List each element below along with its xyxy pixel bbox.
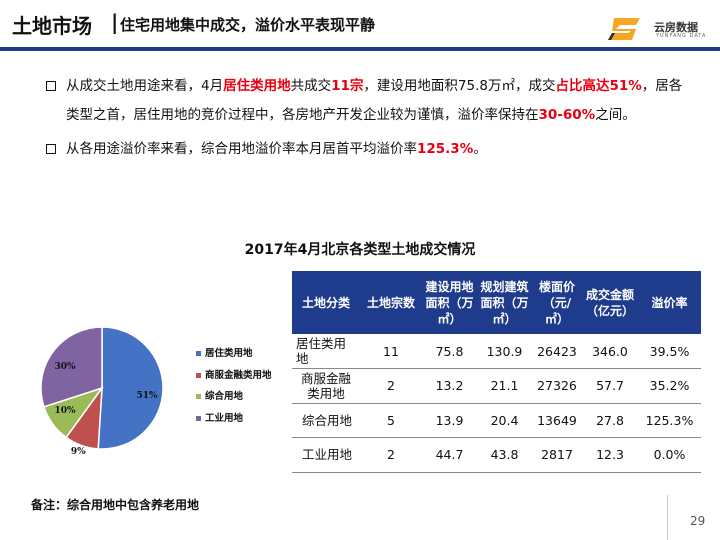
table-cell: 12.3	[582, 437, 638, 473]
table-cell: 13.2	[422, 368, 477, 404]
table-cell: 43.8	[477, 437, 532, 473]
bullet-text: 从成交土地用途来看，4月居住类用地共成交11宗，建设用地面积75.8万㎡，成交占…	[66, 78, 682, 123]
table-cell: 125.3%	[638, 403, 701, 438]
table-row: 商服金融类用地 2 13.2 21.1 27326 57.7 35.2%	[292, 368, 701, 404]
bullet-square-icon	[46, 81, 56, 91]
legend-item: 居住类用地	[196, 349, 272, 371]
bullet-item: 从成交土地用途来看，4月居住类用地共成交11宗，建设用地面积75.8万㎡，成交占…	[46, 72, 686, 130]
logo-name-cn: 云房数据	[654, 21, 698, 34]
highlight-text: 占比高达51%	[555, 78, 642, 94]
col-header-land-area: 建设用地面积（万㎡）	[422, 271, 477, 334]
table-cell-category: 工业用地	[292, 437, 360, 473]
table-cell-category: 商服金融类用地	[292, 368, 360, 404]
table-cell: 0.0%	[638, 437, 701, 473]
col-header-building-area: 规划建筑面积（万㎡）	[477, 271, 532, 334]
table-cell: 57.7	[582, 368, 638, 404]
table-cell: 27.8	[582, 403, 638, 438]
legend-swatch	[196, 351, 201, 356]
table-header-row: 土地分类 土地宗数 建设用地面积（万㎡） 规划建筑面积（万㎡） 楼面价（元/㎡）…	[292, 271, 701, 334]
table-cell: 11	[360, 334, 422, 369]
chart-legend: 居住类用地商服金融类用地 综合用地工业用地	[196, 349, 272, 435]
table-cell: 26423	[532, 334, 582, 369]
table-cell: 346.0	[582, 334, 638, 369]
page-number: 29	[690, 514, 706, 528]
pie-data-label: 9%	[71, 447, 86, 457]
logo-mark-icon	[608, 18, 640, 40]
col-header-category: 土地分类	[292, 271, 360, 334]
legend-item: 综合用地	[196, 392, 272, 414]
col-header-amount: 成交金额（亿元）	[582, 271, 638, 334]
highlight-text: 居住类用地	[223, 78, 291, 94]
legend-swatch	[196, 394, 201, 399]
table-title: 2017年4月北京各类型土地成交情况	[244, 242, 476, 258]
highlight-text: 11宗	[331, 78, 364, 94]
table-row: 工业用地 2 44.7 43.8 2817 12.3 0.0%	[292, 437, 701, 473]
legend-item: 商服金融类用地	[196, 369, 272, 393]
table-cell: 20.4	[477, 403, 532, 438]
pie-data-label: 10%	[54, 406, 76, 416]
legend-label: 工业用地	[205, 412, 244, 424]
legend-swatch	[196, 415, 201, 421]
table-cell: 35.2%	[638, 368, 701, 404]
col-header-count: 土地宗数	[360, 271, 422, 334]
table-cell: 75.8	[422, 334, 477, 369]
land-transaction-table: 土地分类 土地宗数 建设用地面积（万㎡） 规划建筑面积（万㎡） 楼面价（元/㎡）…	[292, 271, 701, 473]
land-type-pie-chart: 51% 9% 10% 30%	[40, 326, 164, 457]
body-text: ，居各类型之首，居住用地的竞价过程中，各房地产开发企业较为谨慎，溢价率保持在	[66, 78, 683, 123]
table-cell: 2817	[532, 437, 582, 473]
table-cell: 44.7	[422, 437, 477, 473]
page-number-divider	[667, 495, 668, 540]
slide-header: 土地市场 | 住宅用地集中成交，溢价水平表现平静 云房数据 YUNFANG DA…	[0, 0, 720, 51]
col-header-floor-price: 楼面价（元/㎡）	[532, 271, 582, 334]
legend-swatch	[196, 372, 201, 378]
bullet-item: 从各用途溢价率来看，综合用地溢价率本月居首平均溢价率125.3%。	[46, 135, 686, 164]
bullet-square-icon	[46, 144, 56, 154]
col-header-premium-rate: 溢价率	[638, 271, 701, 334]
body-text: 从各用途溢价率来看，综合用地溢价率本月居首平均溢价率	[66, 141, 417, 157]
pie-data-label: 51%	[136, 391, 158, 401]
body-text: 之间。	[595, 107, 636, 123]
table-cell: 130.9	[477, 334, 532, 369]
table-cell: 21.1	[477, 368, 532, 404]
logo-name-en: YUNFANG DATA	[656, 33, 707, 39]
table-cell-category: 综合用地	[292, 403, 360, 438]
highlight-text: 125.3%	[417, 141, 474, 157]
table-cell: 2	[360, 368, 422, 404]
table-cell: 2	[360, 437, 422, 473]
pie-data-label: 30%	[54, 362, 76, 372]
highlight-text: 30-60%	[538, 107, 596, 123]
table-cell: 13649	[532, 403, 582, 438]
legend-item: 工业用地	[196, 412, 272, 436]
header-divider	[0, 47, 720, 51]
page-title: 土地市场	[12, 14, 92, 38]
pie-slice-0	[97, 326, 164, 450]
title-separator: |	[111, 10, 119, 34]
body-text: 共成交	[290, 78, 332, 94]
table-cell-category: 居住类用地	[292, 334, 360, 369]
bullet-list: 从成交土地用途来看，4月居住类用地共成交11宗，建设用地面积75.8万㎡，成交占…	[46, 72, 686, 164]
page-subtitle: 住宅用地集中成交，溢价水平表现平静	[120, 16, 376, 34]
brand-logo: 云房数据 YUNFANG DATA	[606, 15, 710, 45]
legend-label: 综合用地	[205, 391, 244, 402]
table-row: 综合用地 5 13.9 20.4 13649 27.8 125.3%	[292, 403, 701, 438]
body-text: 。	[473, 141, 487, 157]
body-text: ，建设用地面积75.8万㎡，成交	[363, 78, 556, 94]
bullet-text: 从各用途溢价率来看，综合用地溢价率本月居首平均溢价率125.3%。	[66, 141, 487, 157]
legend-label: 商服金融类用地	[205, 369, 272, 381]
pie-slice-3	[40, 326, 103, 408]
footnote: 备注：综合用地中包含养老用地	[31, 498, 200, 512]
body-text: 从成交土地用途来看，4月	[66, 78, 224, 94]
table-cell: 5	[360, 403, 422, 438]
table-cell: 13.9	[422, 403, 477, 438]
legend-label: 居住类用地	[205, 348, 253, 359]
table-cell: 27326	[532, 368, 582, 404]
table-row: 居住类用地 11 75.8 130.9 26423 346.0 39.5%	[292, 334, 701, 369]
table-cell: 39.5%	[638, 334, 701, 369]
